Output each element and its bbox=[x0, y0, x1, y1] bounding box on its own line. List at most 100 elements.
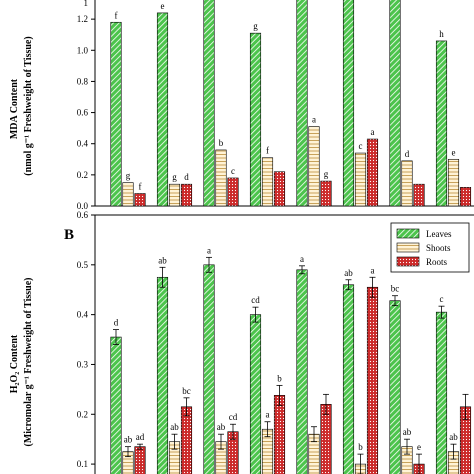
bar-roots-5 bbox=[320, 180, 332, 207]
bar-roots-2 bbox=[180, 406, 193, 474]
panel-b-y-tick-label: 0.5 bbox=[77, 260, 89, 270]
significance-letter-roots-3: c bbox=[231, 166, 235, 176]
bar-leaves-3 bbox=[203, 264, 215, 474]
bar-roots-4 bbox=[273, 171, 286, 207]
significance-letter-roots-6: a bbox=[371, 127, 375, 137]
bar-shoots-3 bbox=[215, 149, 227, 207]
bar-roots-7 bbox=[413, 183, 425, 207]
panel-b-tag: B bbox=[64, 227, 74, 243]
bar-roots-6 bbox=[366, 286, 379, 474]
panel-a-y-tick-label: 1.0 bbox=[77, 45, 89, 55]
panel-b-ylabel-line1: H₂O₂ Content bbox=[9, 334, 20, 393]
bar-shoots-7 bbox=[401, 160, 413, 207]
bar-roots-1 bbox=[134, 193, 146, 207]
bar-leaves-2 bbox=[156, 276, 169, 474]
significance-letter-shoots-8: e bbox=[452, 147, 456, 157]
significance-letter-leaves-6: ab bbox=[344, 268, 353, 278]
panel-b-y-tick-label: 0.1 bbox=[77, 459, 88, 469]
panel-b-y-tick-label: 0.3 bbox=[77, 359, 89, 369]
legend-swatch-leaves bbox=[396, 228, 420, 239]
significance-letter-roots-3: cd bbox=[229, 412, 238, 422]
significance-letter-leaves-8: h bbox=[439, 29, 444, 39]
bar-leaves-4 bbox=[249, 32, 262, 207]
significance-letter-shoots-4: f bbox=[266, 146, 269, 156]
legend-label-shoots: Shoots bbox=[426, 243, 451, 253]
legend-label-roots: Roots bbox=[426, 257, 448, 267]
bar-roots-3 bbox=[227, 177, 239, 207]
significance-letter-roots-5: g bbox=[324, 169, 329, 179]
bar-shoots-4 bbox=[261, 157, 274, 207]
significance-letter-shoots-1: ab bbox=[124, 435, 133, 445]
panel-a-y-tick-label: 1.2 bbox=[77, 14, 88, 24]
panel-a-y-tick-label: 0.8 bbox=[77, 76, 89, 86]
bar-leaves-2 bbox=[156, 12, 169, 207]
panel-a-y-tick-label: 0.2 bbox=[77, 170, 88, 180]
bar-roots-1 bbox=[134, 446, 146, 474]
bar-leaves-5 bbox=[296, 269, 308, 474]
bar-shoots-6 bbox=[354, 152, 367, 207]
significance-letter-shoots-8: ab bbox=[449, 432, 458, 442]
significance-letter-leaves-1: d bbox=[114, 318, 119, 328]
panel-a-y-tick-label-top: 1 bbox=[84, 0, 89, 8]
significance-letter-roots-2: bc bbox=[182, 386, 191, 396]
panel-a: MDA Content (nmol g⁻¹ Freshweight of Tis… bbox=[9, 0, 474, 211]
bar-leaves-6 bbox=[342, 284, 355, 474]
significance-letter-shoots-4: a bbox=[266, 410, 270, 420]
bar-roots-8 bbox=[459, 187, 472, 207]
bar-roots-5 bbox=[320, 404, 332, 474]
panel-b-y-tick-label: 0.4 bbox=[77, 310, 89, 320]
significance-letter-roots-6: a bbox=[371, 265, 375, 275]
bar-leaves-7 bbox=[389, 300, 401, 474]
significance-letter-shoots-2: ab bbox=[170, 422, 179, 432]
significance-letter-shoots-3: ab bbox=[217, 422, 226, 432]
panel-a-y-tick-label: 0.6 bbox=[77, 108, 89, 118]
significance-letter-leaves-5: a bbox=[300, 254, 304, 264]
significance-letter-shoots-1: g bbox=[126, 171, 131, 181]
significance-letter-shoots-6: b bbox=[358, 442, 363, 452]
bar-leaves-1 bbox=[110, 336, 122, 474]
significance-letter-shoots-6: c bbox=[359, 141, 363, 151]
significance-letter-shoots-7: d bbox=[405, 149, 410, 159]
bar-shoots-5 bbox=[308, 126, 320, 207]
significance-letter-roots-1: f bbox=[139, 182, 142, 192]
significance-letter-shoots-7: ab bbox=[403, 427, 412, 437]
bar-leaves-7 bbox=[389, 0, 401, 207]
bar-roots-2 bbox=[180, 183, 193, 207]
panel-b-y-tick-label: 0.6 bbox=[77, 210, 89, 220]
significance-letter-roots-2: d bbox=[184, 172, 189, 182]
bar-leaves-1 bbox=[110, 21, 122, 207]
significance-letter-shoots-3: b bbox=[219, 138, 224, 148]
significance-letter-roots-7: e bbox=[417, 442, 421, 452]
legend-label-leaves: Leaves bbox=[426, 229, 452, 239]
significance-letter-leaves-3: a bbox=[207, 245, 211, 255]
panel-b: B H₂O₂ Content (Micromolar g⁻¹ Freshweig… bbox=[9, 210, 474, 474]
legend: Leaves Shoots Roots bbox=[390, 222, 470, 273]
bar-leaves-3 bbox=[203, 0, 215, 207]
significance-letter-leaves-8: c bbox=[440, 294, 444, 304]
bar-leaves-8 bbox=[435, 311, 448, 474]
significance-letter-leaves-2: ab bbox=[158, 255, 167, 265]
bar-shoots-8 bbox=[447, 158, 460, 207]
significance-letter-leaves-1: f bbox=[115, 10, 118, 20]
panel-b-ylabel-line2: (Micromolar g⁻¹ Freshweight of Tissue) bbox=[23, 277, 34, 446]
panel-a-y-tick-label: 0.0 bbox=[77, 201, 89, 211]
panel-a-ylabel-line1: MDA Content bbox=[9, 78, 20, 139]
panel-a-ylabel-line2: (nmol g⁻¹ Freshweight of Tissue) bbox=[23, 36, 34, 175]
bar-leaves-4 bbox=[249, 314, 262, 474]
bar-roots-6 bbox=[366, 138, 379, 207]
significance-letter-shoots-5: a bbox=[312, 115, 316, 125]
bar-leaves-6 bbox=[342, 0, 355, 207]
panel-b-y-tick-label: 0.2 bbox=[77, 409, 88, 419]
bar-leaves-5 bbox=[296, 0, 308, 207]
significance-letter-shoots-2: g bbox=[172, 172, 177, 182]
significance-letter-leaves-2: e bbox=[161, 1, 165, 11]
significance-letter-roots-1: ad bbox=[136, 432, 145, 442]
bar-roots-4 bbox=[273, 395, 286, 474]
legend-swatch-shoots bbox=[396, 242, 420, 253]
legend-swatch-roots bbox=[396, 256, 420, 267]
bar-shoots-2 bbox=[168, 183, 181, 207]
panel-a-y-tick-label: 0.4 bbox=[77, 139, 89, 149]
